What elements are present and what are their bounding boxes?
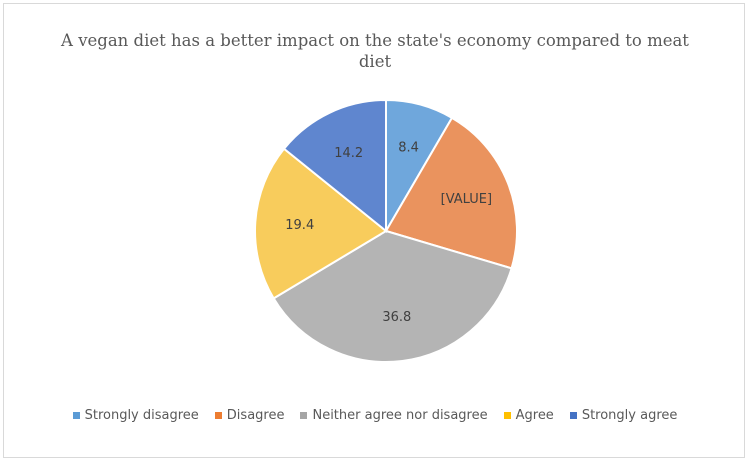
chart-title: A vegan diet has a better impact on the … <box>61 31 689 71</box>
legend-swatch <box>214 412 222 419</box>
legend-label: Neither agree nor disagree <box>312 408 488 423</box>
legend-item-4: Agree <box>503 408 554 423</box>
data-label-5: 14.2 <box>334 146 363 161</box>
pie-slice-2 <box>384 116 518 270</box>
pie-slice-5 <box>282 98 387 234</box>
data-label-2: [VALUE] <box>441 192 492 207</box>
legend-swatch <box>72 412 80 419</box>
legend-label: Agree <box>515 408 554 423</box>
pie-slice-4 <box>254 147 388 300</box>
legend-label: Strongly disagree <box>84 408 199 423</box>
legend-label: Strongly agree <box>581 408 678 423</box>
legend-item-3: Neither agree nor disagree <box>300 408 488 423</box>
legend-label: Disagree <box>226 408 285 423</box>
legend-item-2: Disagree <box>214 408 285 423</box>
data-label-4: 19.4 <box>285 218 314 233</box>
legend: Strongly disagree Disagree Neither agree n… <box>0 408 750 423</box>
data-label-3: 36.8 <box>382 310 411 325</box>
data-label-1: 8.4 <box>398 141 419 156</box>
legend-item-1: Strongly disagree <box>72 408 199 423</box>
legend-item-5: Strongly agree <box>569 408 678 423</box>
legend-swatch <box>569 412 577 419</box>
legend-swatch <box>503 412 511 419</box>
legend-swatch <box>300 412 308 419</box>
